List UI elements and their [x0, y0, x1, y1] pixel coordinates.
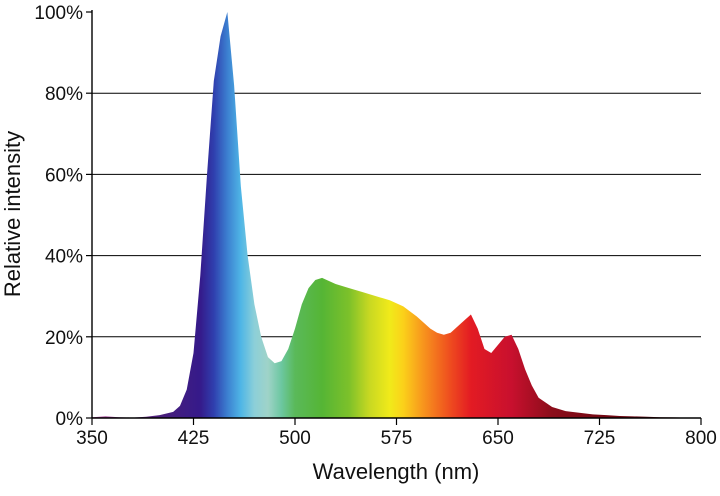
- gridlines: [92, 92, 701, 338]
- y-axis-title: Relative intensity: [0, 131, 25, 297]
- x-tick-label: 350: [76, 428, 108, 449]
- x-tick-label: 725: [584, 428, 616, 449]
- x-tick-label: 500: [279, 428, 311, 449]
- y-tick-label: 80%: [45, 84, 83, 105]
- series-layer: [92, 12, 701, 418]
- x-ticks: 350 425 500 575 650 725 800: [76, 418, 717, 449]
- y-ticks: 0% 20% 40% 60% 80% 100%: [34, 3, 92, 430]
- spectrum-area-0: [92, 12, 701, 418]
- x-axis-title: Wavelength (nm): [313, 459, 480, 484]
- y-tick-label: 20%: [45, 328, 83, 349]
- y-tick-label: 60%: [45, 165, 83, 186]
- y-tick-label: 40%: [45, 247, 83, 268]
- x-tick-label: 800: [685, 428, 717, 449]
- y-tick-label: 100%: [34, 3, 83, 24]
- x-tick-label: 650: [482, 428, 514, 449]
- x-tick-label: 575: [381, 428, 413, 449]
- x-tick-label: 425: [178, 428, 210, 449]
- y-tick-label: 0%: [56, 409, 84, 430]
